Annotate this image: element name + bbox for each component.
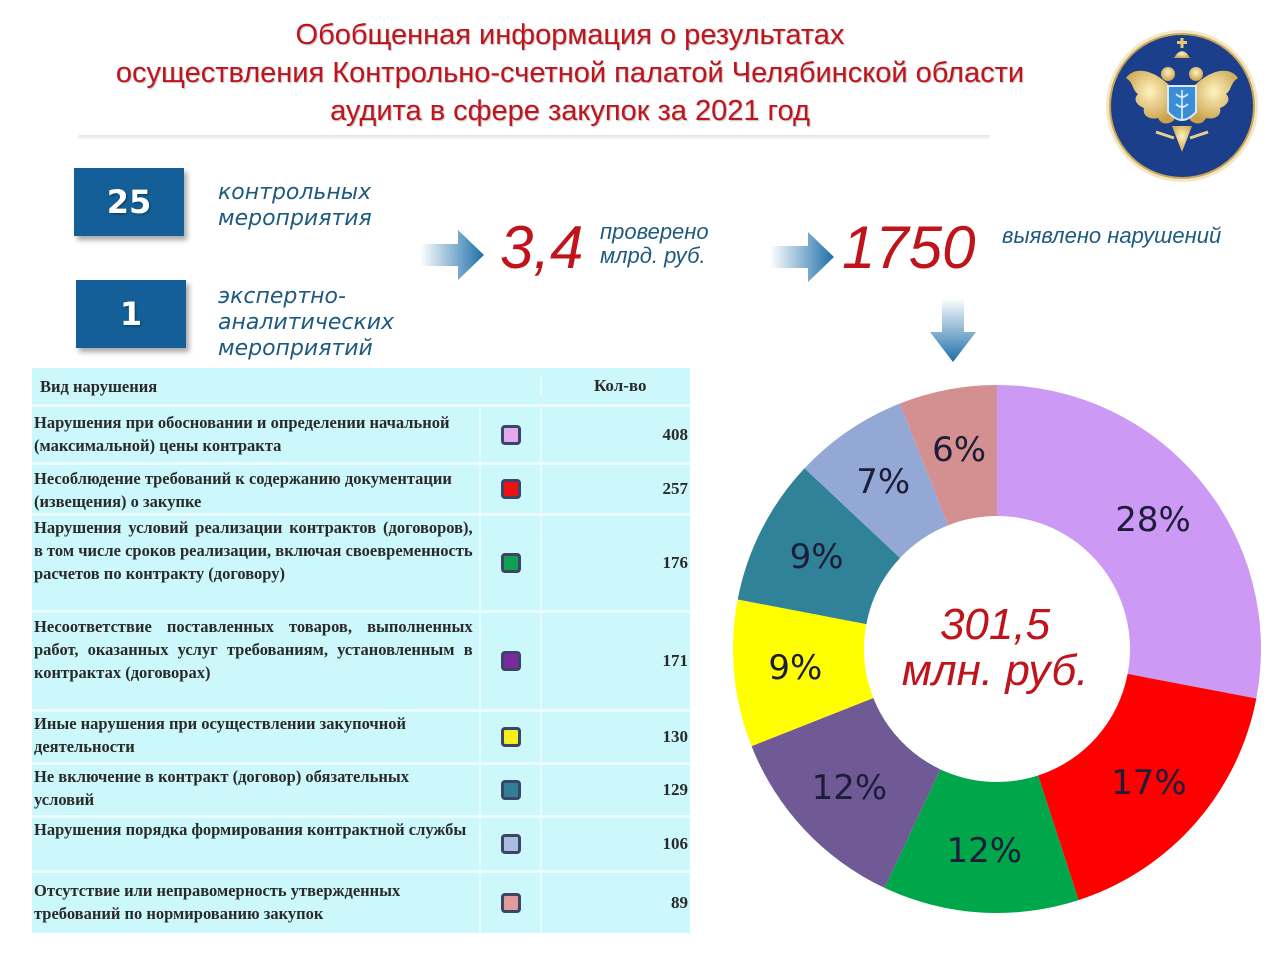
violations-table: Вид нарушения Кол-во Нарушения при обосн… bbox=[32, 368, 690, 933]
expert-events-label-line-2: аналитических bbox=[218, 310, 395, 335]
legend-swatch bbox=[500, 424, 521, 445]
expert-events-label-line-3: мероприятий bbox=[218, 336, 373, 361]
donut-segment bbox=[884, 769, 1079, 913]
legend-swatch bbox=[500, 651, 521, 671]
violation-type: Нарушения при обосновании и определении … bbox=[34, 413, 450, 455]
title-line-3: аудита в сфере закупок за 2021 год bbox=[330, 95, 810, 127]
donut-segment bbox=[804, 403, 949, 558]
violation-type: Иные нарушения при осуществлении закупоч… bbox=[34, 714, 406, 756]
legend-swatch bbox=[500, 834, 521, 854]
donut-segment bbox=[737, 468, 901, 625]
control-events-label: контрольных мероприятия bbox=[218, 180, 372, 232]
swatch-cell bbox=[478, 613, 541, 709]
segment-percent-label: 6% bbox=[932, 430, 987, 471]
violation-count: 106 bbox=[540, 818, 690, 870]
expert-events-count: 1 bbox=[76, 280, 186, 348]
swatch-cell bbox=[478, 465, 541, 513]
violation-type: Нарушения порядка формирования контрактн… bbox=[34, 820, 467, 839]
swatch-cell bbox=[478, 407, 541, 462]
donut-center-total: 301,5 млн. руб. bbox=[860, 602, 1130, 694]
violation-count: 89 bbox=[540, 873, 690, 933]
table-row: Несоблюдение требований к содержанию док… bbox=[32, 465, 690, 516]
checked-amount-label: проверено млрд. руб. bbox=[600, 220, 709, 268]
checked-amount-label-line-2: млрд. руб. bbox=[600, 243, 706, 268]
swatch-cell bbox=[478, 516, 541, 610]
legend-swatch bbox=[500, 780, 521, 800]
total-unit: млн. руб. bbox=[901, 646, 1089, 695]
table-row: Несоответствие поставленных товаров, вып… bbox=[32, 613, 690, 712]
table-row: Нарушения порядка формирования контрактн… bbox=[32, 818, 690, 873]
arrow-right-icon bbox=[420, 230, 484, 280]
table-row: Отсутствие или неправомерность утвержден… bbox=[32, 873, 690, 933]
segment-percent-label: 28% bbox=[1115, 499, 1191, 540]
swatch-cell bbox=[478, 765, 541, 815]
control-events-label-line-1: контрольных bbox=[218, 180, 372, 205]
donut-segment bbox=[733, 599, 874, 747]
checked-amount-value: 3,4 bbox=[500, 214, 584, 281]
legend-swatch bbox=[500, 893, 521, 913]
donut-segment bbox=[1038, 673, 1257, 901]
checked-amount-label-line-1: проверено bbox=[600, 219, 709, 244]
segment-percent-label: 9% bbox=[789, 537, 844, 578]
expert-events-label-line-1: экспертно- bbox=[218, 284, 346, 309]
violations-donut-chart bbox=[733, 385, 1261, 913]
swatch-cell bbox=[478, 818, 541, 870]
table-row: Нарушения условий реализации контрактов … bbox=[32, 516, 690, 613]
title-line-2: осуществления Контрольно-счетной палатой… bbox=[115, 57, 1025, 89]
arrow-right-icon bbox=[770, 232, 834, 282]
violation-type: Несоответствие поставленных товаров, вып… bbox=[34, 617, 473, 682]
donut-segment bbox=[899, 385, 997, 526]
violations-count-value: 1750 bbox=[842, 214, 976, 281]
expert-events-label: экспертно- аналитических мероприятий bbox=[218, 284, 394, 362]
violation-count: 176 bbox=[540, 516, 690, 610]
violation-type: Не включение в контракт (договор) обязат… bbox=[34, 767, 409, 809]
legend-swatch bbox=[500, 727, 521, 747]
control-events-count: 25 bbox=[74, 168, 184, 236]
violation-count: 129 bbox=[540, 765, 690, 815]
table-row: Не включение в контракт (договор) обязат… bbox=[32, 765, 690, 818]
table-row: Иные нарушения при осуществлении закупоч… bbox=[32, 712, 690, 765]
legend-swatch bbox=[500, 553, 521, 573]
arrow-down-icon bbox=[930, 298, 976, 362]
title-line-1: Обобщенная информация о результатах bbox=[295, 19, 845, 51]
violation-type: Нарушения условий реализации контрактов … bbox=[34, 518, 473, 583]
violation-count: 130 bbox=[540, 712, 690, 762]
violation-count: 408 bbox=[540, 407, 690, 462]
segment-percent-label: 7% bbox=[856, 461, 911, 502]
segment-percent-label: 9% bbox=[768, 648, 823, 689]
donut-segment bbox=[751, 697, 941, 888]
column-header-count: Кол-во bbox=[540, 376, 690, 396]
title-divider bbox=[78, 135, 990, 139]
violation-type: Несоблюдение требований к содержанию док… bbox=[34, 469, 452, 511]
violations-count-label: выявлено нарушений bbox=[1002, 223, 1222, 248]
total-amount: 301,5 bbox=[939, 600, 1051, 649]
table-header-row: Вид нарушения Кол-во bbox=[32, 368, 690, 407]
violation-type: Отсутствие или неправомерность утвержден… bbox=[34, 881, 401, 923]
segment-percent-label: 17% bbox=[1111, 762, 1187, 803]
table-row: Нарушения при обосновании и определении … bbox=[32, 407, 690, 465]
violation-count: 257 bbox=[540, 465, 690, 513]
page-title: Обобщенная информация о результатах осущ… bbox=[40, 16, 1100, 130]
control-events-label-line-2: мероприятия bbox=[218, 206, 372, 231]
swatch-cell bbox=[478, 712, 541, 762]
swatch-cell bbox=[478, 873, 541, 933]
violation-count: 171 bbox=[540, 613, 690, 709]
legend-swatch bbox=[500, 479, 521, 499]
segment-percent-label: 12% bbox=[811, 767, 888, 808]
column-header-type: Вид нарушения bbox=[40, 376, 158, 396]
double-headed-eagle-emblem-icon bbox=[1106, 30, 1258, 182]
segment-percent-label: 12% bbox=[946, 831, 1023, 872]
donut-segment bbox=[997, 385, 1261, 699]
